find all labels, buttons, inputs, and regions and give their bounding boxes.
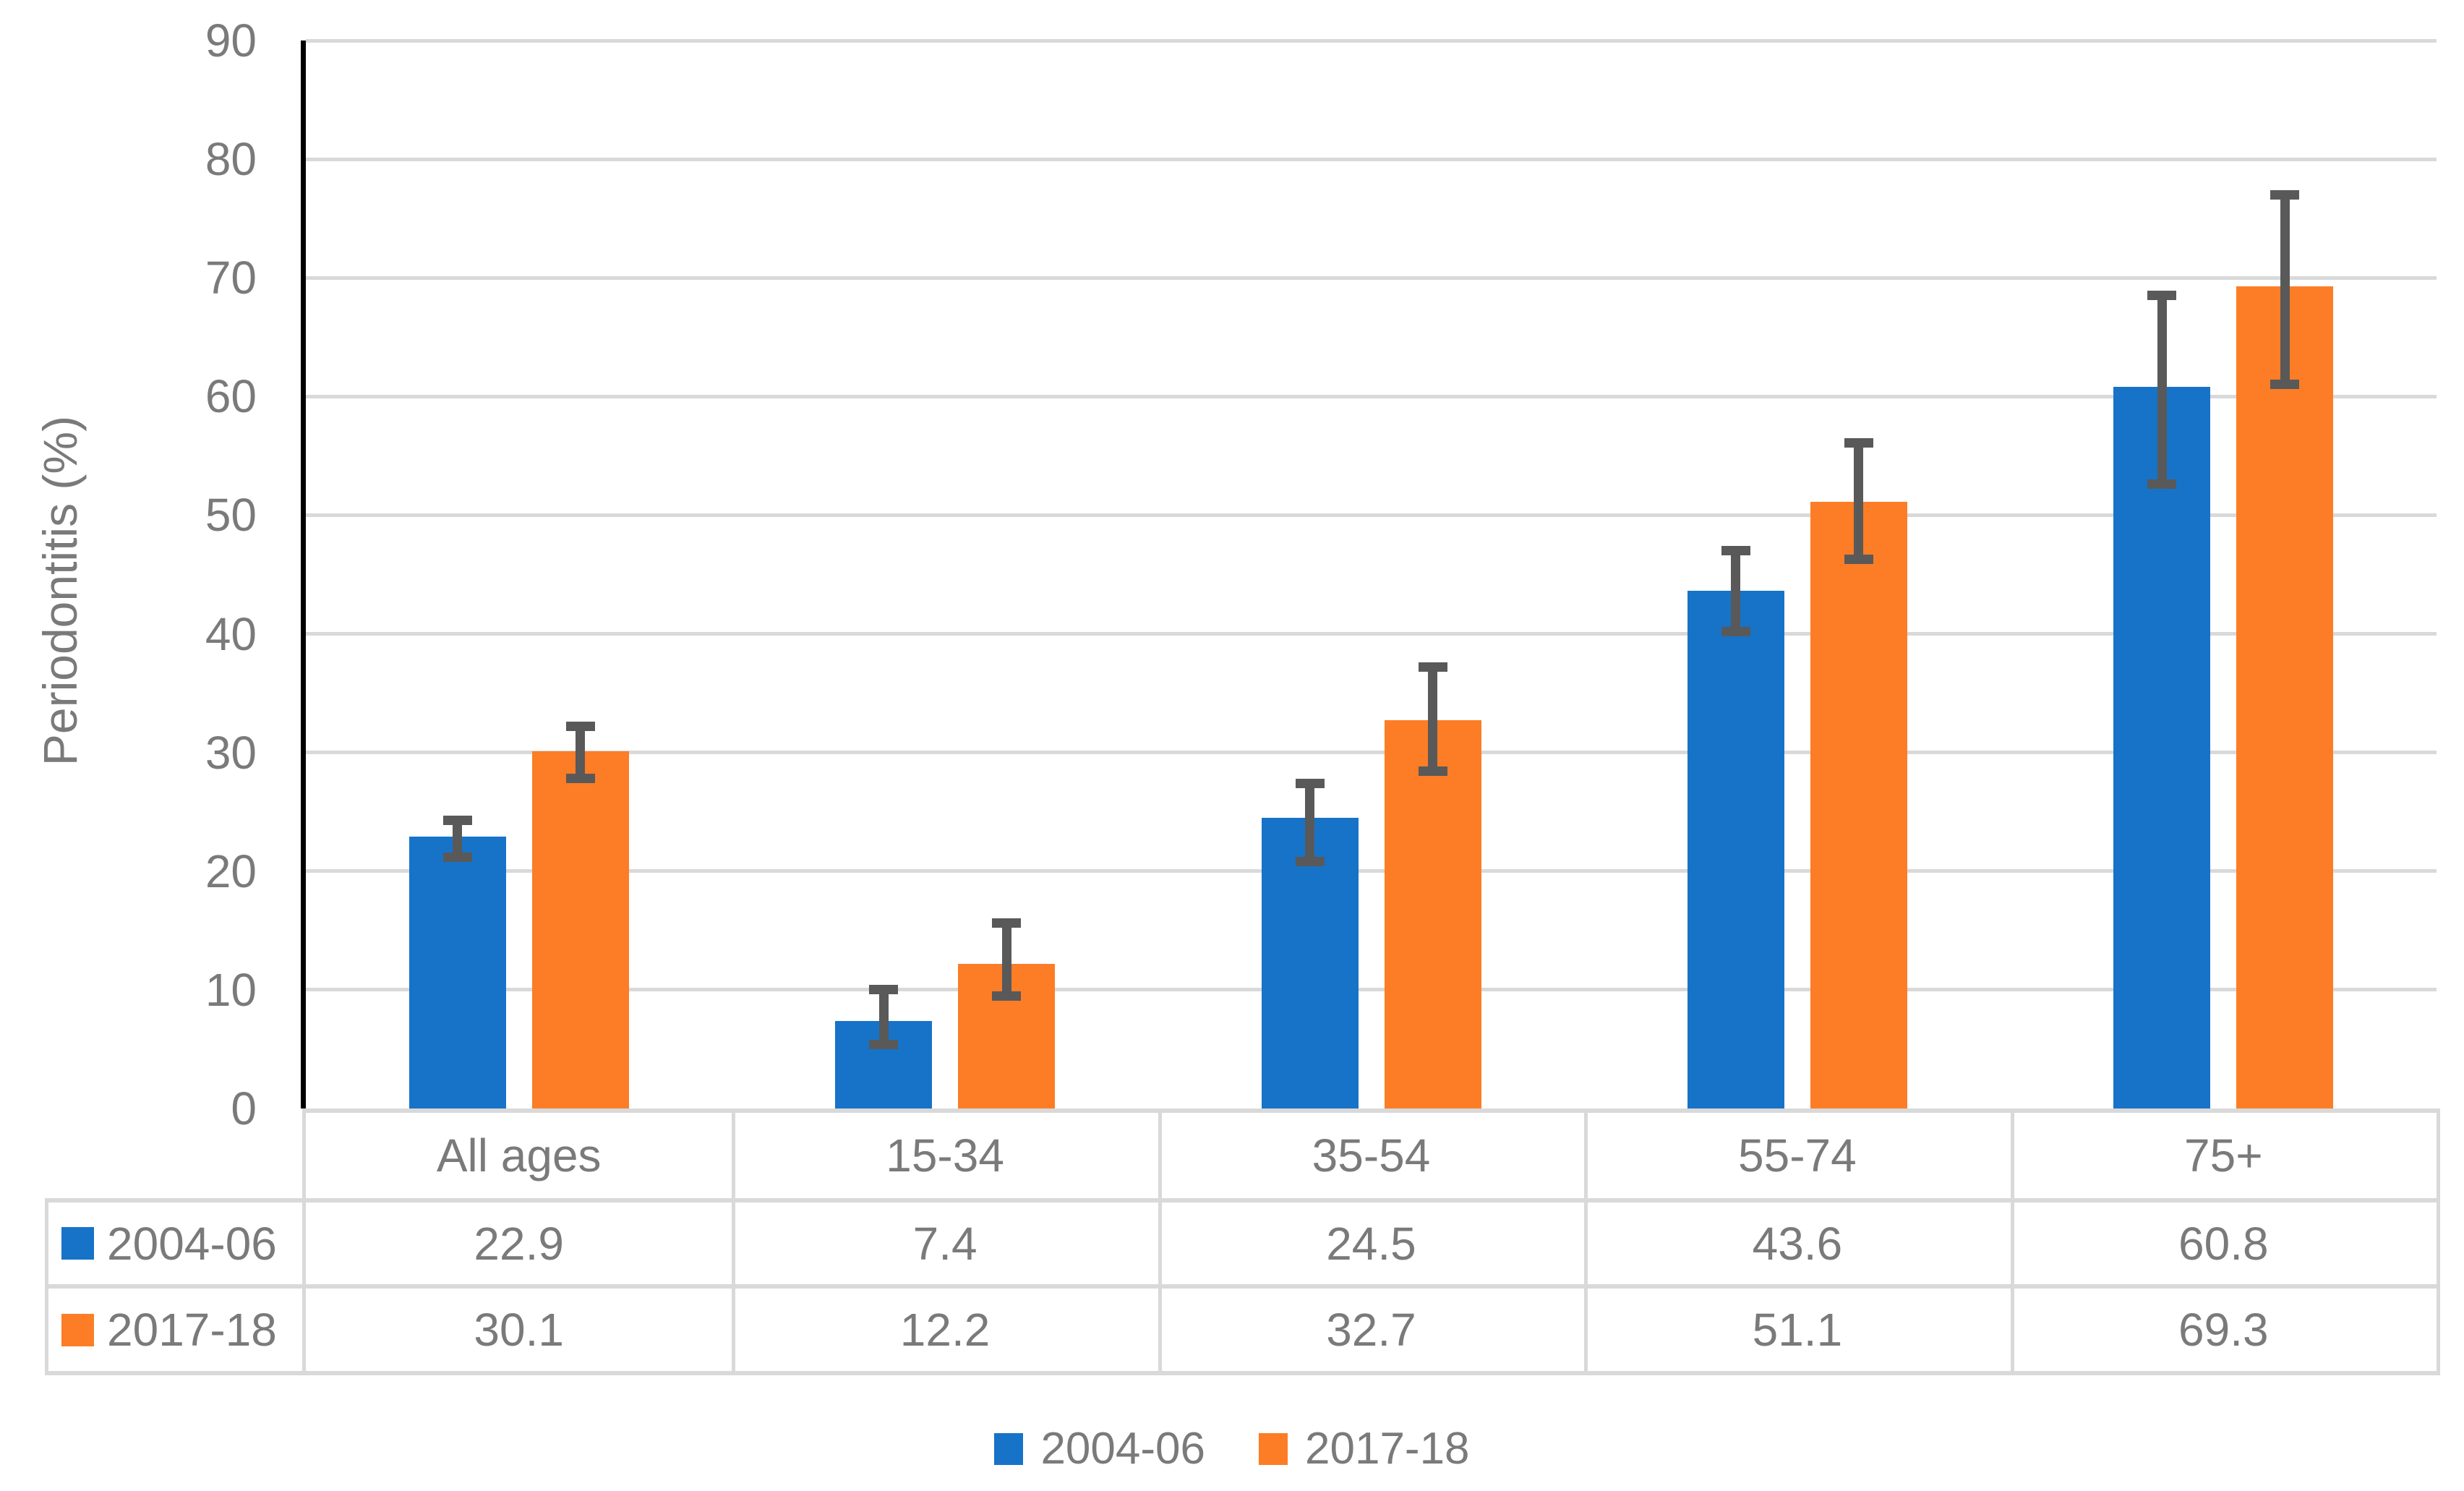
gridline-y-20 xyxy=(306,869,2437,873)
y-tick-label-80: 80 xyxy=(205,133,257,186)
table-value-2004-06-All ages: 22.9 xyxy=(474,1217,564,1270)
table-header-35-54: 35-54 xyxy=(1312,1129,1431,1182)
gridline-y-30 xyxy=(306,751,2437,755)
table-col-border-3 xyxy=(1584,1108,1588,1375)
y-tick-label-90: 90 xyxy=(205,14,257,67)
bar-2004-06-75+ xyxy=(2113,387,2211,1108)
bar-2004-06-All ages xyxy=(408,837,506,1108)
legend-swatch-2017-18 xyxy=(1259,1432,1288,1465)
gridline-y-70 xyxy=(306,275,2437,280)
y-axis-line xyxy=(301,40,306,1108)
error-bar-2017-18-All ages xyxy=(565,722,595,784)
gridline-y-60 xyxy=(306,394,2437,398)
table-col-border-0 xyxy=(302,1108,306,1375)
series-swatch-2017-18 xyxy=(61,1313,94,1346)
series-label: 2004-06 xyxy=(107,1217,277,1270)
error-bar-2017-18-15-34 xyxy=(992,918,1022,1001)
table-value-2017-18-75+: 69.3 xyxy=(2178,1304,2269,1356)
y-axis-title: Periodontitis (%) xyxy=(33,415,87,766)
table-value-2004-06-35-54: 24.5 xyxy=(1326,1217,1416,1270)
gridline-y-80 xyxy=(306,157,2437,161)
table-col-border-5 xyxy=(2437,1108,2440,1375)
bar-2017-18-35-54 xyxy=(1384,720,1481,1108)
error-bar-2017-18-35-54 xyxy=(1418,662,1447,777)
y-tick-label-20: 20 xyxy=(205,845,257,897)
table-col-border-2 xyxy=(1158,1108,1162,1375)
table-value-2017-18-55-74: 51.1 xyxy=(1752,1304,1843,1356)
error-bar-2004-06-75+ xyxy=(2147,291,2177,490)
gridline-y-90 xyxy=(306,38,2437,43)
y-tick-label-40: 40 xyxy=(205,607,257,660)
error-bar-2004-06-55-74 xyxy=(1721,546,1750,636)
y-tick-label-50: 50 xyxy=(205,489,257,542)
legend-swatch-2004-06 xyxy=(994,1432,1024,1465)
table-row-header-2017-18: 2017-18 xyxy=(48,1289,306,1371)
table-col-border-4 xyxy=(2010,1108,2014,1375)
legend-label: 2004-06 xyxy=(1040,1424,1205,1474)
plot-area xyxy=(301,38,2437,1108)
error-bar-2017-18-55-74 xyxy=(1844,437,1873,564)
legend-item-2017-18: 2017-18 xyxy=(1259,1423,1470,1474)
table-left-border xyxy=(45,1198,48,1375)
y-tick-label-0: 0 xyxy=(231,1082,257,1135)
table-value-2004-06-15-34: 7.4 xyxy=(912,1217,978,1270)
table-value-2017-18-35-54: 32.7 xyxy=(1326,1304,1416,1356)
table-value-2017-18-All ages: 30.1 xyxy=(474,1304,564,1356)
table-header-55-74: 55-74 xyxy=(1738,1129,1857,1182)
series-swatch-2004-06 xyxy=(61,1227,94,1260)
gridline-y-10 xyxy=(306,988,2437,992)
table-header-15-34: 15-34 xyxy=(886,1129,1004,1182)
table-value-2004-06-55-74: 43.6 xyxy=(1752,1217,1843,1270)
error-bar-2004-06-35-54 xyxy=(1295,778,1325,867)
error-bar-2017-18-75+ xyxy=(2270,189,2300,390)
bar-2004-06-55-74 xyxy=(1687,591,1784,1108)
y-tick-label-70: 70 xyxy=(205,252,257,304)
table-value-2004-06-75+: 60.8 xyxy=(2178,1217,2269,1270)
table-header-All ages: All ages xyxy=(436,1129,602,1182)
y-tick-label-30: 30 xyxy=(205,726,257,779)
legend: 2004-06 2017-18 xyxy=(0,1423,2464,1474)
y-tick-label-10: 10 xyxy=(205,963,257,1016)
table-header-75+: 75+ xyxy=(2184,1129,2263,1182)
table-col-border-1 xyxy=(732,1108,736,1375)
table-row-header-2004-06: 2004-06 xyxy=(48,1202,306,1284)
table-value-2017-18-15-34: 12.2 xyxy=(899,1304,991,1356)
bar-2017-18-All ages xyxy=(531,751,629,1108)
error-bar-2004-06-All ages xyxy=(442,815,472,862)
table-row-border-2 xyxy=(45,1284,2437,1289)
table-bottom-border xyxy=(45,1371,2437,1375)
bar-2017-18-55-74 xyxy=(1810,502,1907,1108)
gridline-y-50 xyxy=(306,513,2437,517)
legend-item-2004-06: 2004-06 xyxy=(994,1423,1205,1474)
legend-label: 2017-18 xyxy=(1305,1424,1470,1474)
error-bar-2004-06-15-34 xyxy=(869,985,899,1049)
gridline-y-40 xyxy=(306,632,2437,636)
series-label: 2017-18 xyxy=(107,1304,277,1356)
y-tick-label-60: 60 xyxy=(205,370,257,423)
table-top-border xyxy=(306,1108,2437,1113)
table-row-border-1 xyxy=(45,1198,2437,1202)
bar-2017-18-75+ xyxy=(2236,286,2334,1108)
